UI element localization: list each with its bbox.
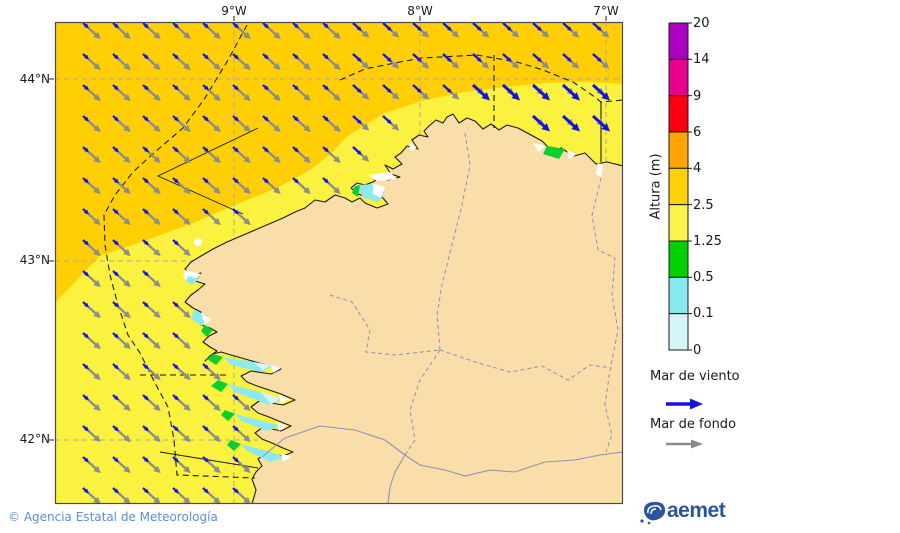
colorbar-tick-2-5: 2.5 <box>693 198 714 213</box>
colorbar <box>668 22 692 351</box>
aemet-logo-icon <box>640 501 666 525</box>
sea-mid-region <box>55 22 623 303</box>
colorbar-tick-14: 14 <box>693 52 710 67</box>
colorbar-tick-4: 4 <box>693 161 702 176</box>
swell-arrow-icon <box>666 439 703 449</box>
axis-label-42n: 42°N <box>19 432 50 446</box>
colorbar-title: Altura (m) <box>648 153 664 220</box>
map-area <box>49 16 624 505</box>
swell-legend-label: Mar de fondo <box>650 417 737 432</box>
legend-arrows <box>666 398 703 449</box>
wind-sea-legend-label: Mar de viento <box>650 369 740 384</box>
colorbar-tick-0-5: 0.5 <box>693 270 714 285</box>
wind-sea-arrow-icon <box>666 398 703 410</box>
colorbar-tick-1-25: 1.25 <box>693 234 722 249</box>
colorbar-tick-9: 9 <box>693 89 702 104</box>
colorbar-tick-6: 6 <box>693 125 702 140</box>
aemet-logo-text: aemet <box>667 499 726 522</box>
axis-label-44n: 44°N <box>19 72 50 86</box>
copyright-text: © Agencia Estatal de Meteorología <box>8 510 218 524</box>
rivers <box>261 425 623 504</box>
colorbar-tick-0-1: 0.1 <box>693 306 714 321</box>
land-galicia <box>184 113 623 504</box>
colorbar-tick-20: 20 <box>693 16 710 31</box>
axis-label-7w: 7°W <box>593 4 619 18</box>
colorbar-tick-0: 0 <box>693 343 702 358</box>
map-frame <box>54 21 624 505</box>
arrow-field <box>82 22 611 504</box>
province-borders <box>329 132 619 456</box>
axis-label-43n: 43°N <box>19 253 50 267</box>
ria-patches <box>183 141 603 462</box>
axis-label-8w: 8°W <box>407 4 433 18</box>
axis-ticks <box>49 16 607 441</box>
axis-label-9w: 9°W <box>221 4 247 18</box>
